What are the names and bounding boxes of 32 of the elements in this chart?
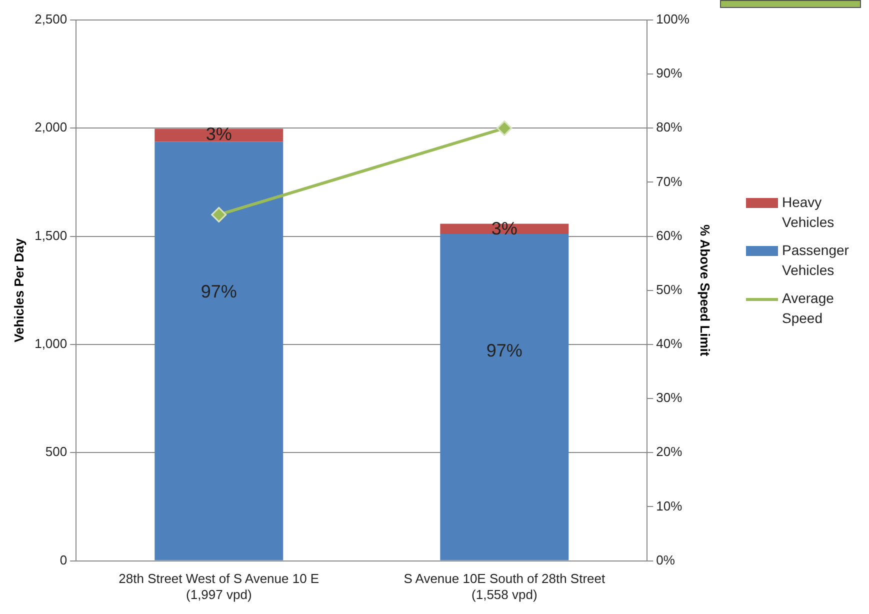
y2-axis-title: % Above Speed Limit <box>698 224 713 357</box>
y-tick-label: 0 <box>60 552 68 568</box>
y2-tick-label: 20% <box>656 444 683 460</box>
bar <box>154 128 284 142</box>
y-tick-label: 1,500 <box>34 228 68 243</box>
y2-tick-label: 60% <box>656 228 683 243</box>
y2-tick-label: 90% <box>656 66 683 81</box>
y2-tick-label: 80% <box>656 120 683 135</box>
y-axis-title: Vehicles Per Day <box>11 238 26 342</box>
y2-tick-label: 70% <box>656 174 683 189</box>
y2-tick-label: 100% <box>656 12 690 27</box>
x-tick-label: 28th Street West of S Avenue 10 E (1,997 vpd) <box>118 571 320 602</box>
y2-tick-label: 0% <box>656 552 676 568</box>
y-tick-label: 500 <box>45 444 68 460</box>
y-tick-label: 1,000 <box>34 336 68 352</box>
legend-label: Heavy Vehicles <box>782 193 836 232</box>
legend-label: Average Speed <box>782 289 835 328</box>
annotation: 3% <box>491 218 518 239</box>
y-tick-label: 2,500 <box>34 12 68 27</box>
y2-tick-label: 10% <box>656 498 683 514</box>
bar <box>440 224 569 234</box>
annotation: 97% <box>486 340 522 360</box>
y2-tick-label: 50% <box>656 282 683 297</box>
legend-label: Passenger Vehicles <box>782 241 850 280</box>
y-tick-label: 2,000 <box>34 120 68 135</box>
x-tick-label: S Avenue 10E South of 28th Street (1,558 vpd) <box>404 571 606 602</box>
bar <box>154 142 284 560</box>
bar <box>440 234 569 560</box>
annotation: 3% <box>206 124 232 144</box>
y2-tick-label: 30% <box>656 390 683 406</box>
annotation: 97% <box>200 281 237 302</box>
y2-tick-label: 40% <box>656 336 683 352</box>
